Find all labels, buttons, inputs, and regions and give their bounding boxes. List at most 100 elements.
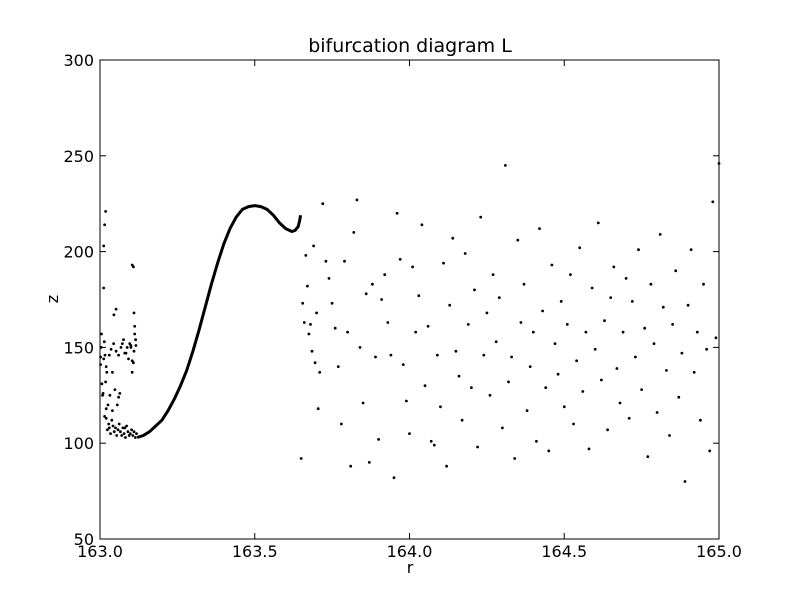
x-tick-label: 164.0	[387, 542, 433, 561]
data-point	[621, 330, 625, 334]
data-point	[109, 347, 113, 351]
data-point	[655, 411, 659, 414]
data-point	[128, 432, 132, 435]
data-point	[401, 363, 405, 366]
data-point	[132, 361, 135, 365]
data-point	[133, 332, 137, 336]
x-tick-label: 165.0	[696, 542, 742, 561]
data-point	[358, 346, 362, 349]
data-point	[457, 374, 461, 378]
data-point	[507, 380, 510, 384]
data-point	[432, 443, 436, 447]
data-point	[398, 257, 402, 261]
chart-title: bifurcation diagram L	[308, 35, 512, 57]
data-point	[129, 346, 133, 349]
data-point	[565, 323, 569, 326]
data-point	[119, 430, 122, 434]
data-point	[304, 254, 308, 257]
data-point	[606, 428, 609, 432]
data-point	[584, 330, 588, 334]
data-point	[627, 416, 631, 420]
data-point	[445, 464, 448, 468]
data-point	[103, 415, 106, 418]
data-point	[671, 323, 674, 326]
data-point	[454, 349, 458, 353]
data-point	[405, 399, 408, 403]
data-point	[299, 457, 303, 460]
data-point	[541, 309, 544, 313]
data-point	[346, 330, 349, 334]
data-point	[439, 405, 442, 409]
data-point	[120, 434, 124, 437]
data-point	[102, 286, 106, 290]
x-axis-label: r	[407, 558, 414, 577]
data-point	[302, 321, 306, 324]
data-point	[426, 324, 430, 328]
data-point	[479, 215, 483, 219]
data-point	[310, 349, 314, 353]
data-point	[414, 330, 418, 334]
data-point	[683, 480, 687, 483]
y-axis-label: z	[43, 295, 62, 303]
data-point	[491, 273, 495, 276]
data-point	[513, 457, 517, 460]
data-point	[316, 407, 320, 411]
data-point	[104, 407, 108, 411]
data-point	[133, 436, 137, 439]
data-point	[349, 464, 353, 468]
data-point	[550, 263, 554, 267]
data-point	[618, 401, 622, 405]
data-point	[408, 432, 411, 435]
data-point	[476, 445, 479, 449]
data-point	[100, 332, 103, 336]
data-point	[522, 282, 526, 286]
data-point	[528, 365, 532, 368]
data-point	[125, 346, 129, 349]
data-point	[107, 426, 111, 430]
data-point	[343, 259, 346, 263]
data-point	[377, 438, 380, 441]
data-point	[113, 388, 117, 391]
data-point	[367, 461, 371, 464]
data-point	[108, 393, 112, 397]
data-point	[562, 405, 566, 409]
data-point	[117, 353, 120, 357]
data-point	[123, 426, 127, 430]
data-point	[112, 342, 115, 345]
data-point	[315, 311, 318, 315]
data-point	[556, 372, 560, 376]
data-point	[646, 455, 650, 458]
data-point	[547, 449, 551, 453]
data-point	[392, 476, 396, 480]
data-point	[383, 273, 387, 276]
data-point	[460, 418, 464, 422]
data-point	[102, 340, 106, 344]
data-point	[661, 305, 665, 309]
data-point	[504, 164, 507, 167]
data-point	[371, 282, 374, 286]
data-point	[680, 351, 684, 355]
data-point	[132, 349, 136, 353]
data-point	[510, 355, 513, 359]
data-point	[692, 370, 696, 374]
data-point	[115, 403, 119, 407]
data-point	[634, 355, 637, 359]
series-1-curve	[136, 204, 303, 439]
data-point	[112, 313, 116, 317]
data-point	[668, 434, 671, 437]
data-point	[116, 428, 120, 432]
data-point	[301, 301, 305, 305]
data-point	[318, 370, 322, 374]
data-point	[306, 284, 309, 288]
data-point	[312, 244, 315, 248]
data-point	[102, 244, 106, 248]
data-point	[107, 353, 111, 357]
data-point	[686, 303, 690, 307]
data-point	[615, 367, 619, 370]
data-point	[643, 326, 647, 330]
data-point	[313, 361, 317, 365]
y-axis: 50 100 150 200 250 300	[63, 51, 719, 549]
data-point	[104, 365, 108, 368]
data-point	[665, 369, 668, 372]
